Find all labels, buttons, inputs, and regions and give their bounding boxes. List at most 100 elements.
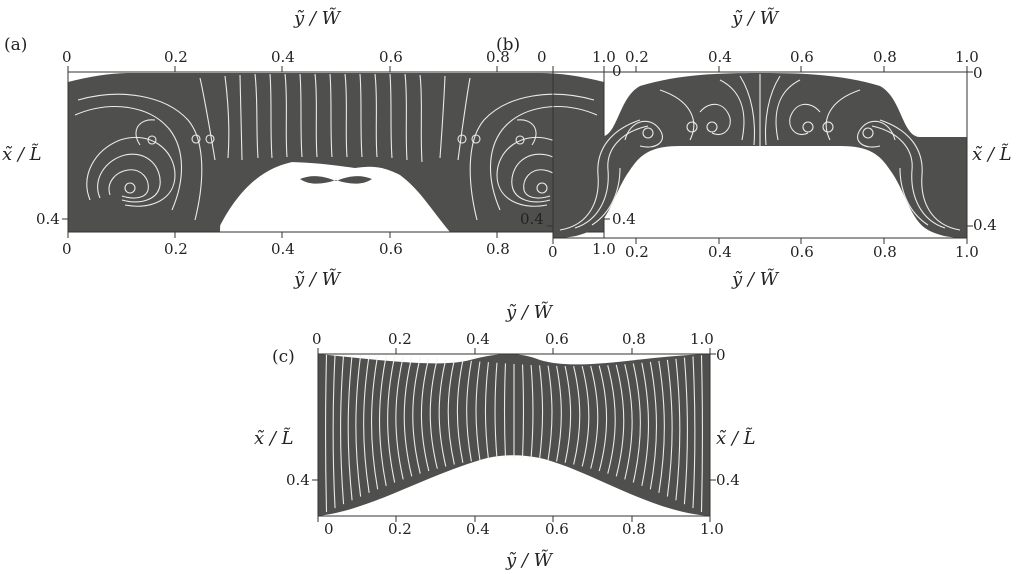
panel-b-tick-marks <box>547 66 973 244</box>
panel-c-streamline <box>378 355 387 486</box>
panel-c-streamline <box>420 357 430 472</box>
panel-c-streamline <box>539 365 544 460</box>
panel-c-streamline <box>347 354 353 501</box>
svg-text:0.6: 0.6 <box>379 48 403 66</box>
panel-c-left-tick-label: 0.4 <box>286 471 310 489</box>
panel-c-streamline <box>615 364 625 477</box>
svg-text:1.0: 1.0 <box>690 330 714 348</box>
svg-text:0.4: 0.4 <box>466 520 490 538</box>
panel-b-left-tick-label: 0.4 <box>520 210 544 228</box>
panel-b: (b) ỹ / W̃ ỹ / W̃ x̃ / L̃ 0 0.2 0.4 0.6 … <box>496 7 1012 290</box>
panel-b-bottom-axis-title: ỹ / W̃ <box>731 268 780 290</box>
panel-a-flow-domain <box>68 72 604 232</box>
svg-text:0.2: 0.2 <box>388 330 412 348</box>
panel-c-streamline <box>547 365 553 461</box>
panel-c-top-tick-labels: 0 0.2 0.4 0.6 0.8 1.0 <box>312 330 714 348</box>
svg-text:0.6: 0.6 <box>790 48 814 66</box>
panel-c-top-axis-title: ỹ / W̃ <box>505 301 554 323</box>
panel-a-top-axis-title: ỹ / W̃ <box>293 7 342 29</box>
panel-a-bottom-tick-labels: 0 0.2 0.4 0.6 0.8 1.0 <box>62 240 616 258</box>
panel-c-streamline <box>530 364 534 459</box>
panel-b-label: (b) <box>496 35 520 55</box>
svg-text:0.8: 0.8 <box>622 330 646 348</box>
panel-c-streamline <box>355 354 362 497</box>
panel-c-streamline <box>484 362 489 460</box>
panel-c-streamline <box>683 357 688 505</box>
panel-b-right-axis-title: x̃ / L̃ <box>972 143 1012 165</box>
panel-c-streamline <box>692 356 696 509</box>
svg-text:0: 0 <box>312 330 322 348</box>
panel-c-streamline <box>324 354 328 513</box>
svg-text:1.0: 1.0 <box>955 243 979 261</box>
panel-b-right-tick-label-1: 0.4 <box>973 216 997 234</box>
panel-c-label: (c) <box>272 347 295 367</box>
panel-b-streamlines <box>559 74 961 231</box>
panel-a-tick-marks <box>62 66 610 238</box>
panel-a-left-tick-label: 0.4 <box>36 210 60 228</box>
panel-c-streamline <box>475 361 481 461</box>
panel-c-left-axis-title: x̃ / L̃ <box>254 427 294 449</box>
panel-c-right-tick-label-1: 0.4 <box>716 471 740 489</box>
panel-c-streamline <box>607 365 616 474</box>
panel-c-bottom-tick-labels: 0 0.2 0.4 0.6 0.8 1.0 <box>324 520 724 538</box>
svg-text:1.0: 1.0 <box>592 240 616 258</box>
svg-text:0.4: 0.4 <box>271 48 295 66</box>
panel-a: (a) ỹ / W̃ ỹ / W̃ x̃ / L̃ 0 0.2 0.4 0.6 … <box>2 7 636 290</box>
svg-text:0: 0 <box>62 48 72 66</box>
panel-c-streamline <box>395 356 404 480</box>
panel-c-streamline <box>456 360 464 463</box>
panel-c-streamline <box>624 364 633 480</box>
panel-c-streamline <box>447 359 455 465</box>
panel-c-streamline <box>675 358 681 501</box>
panel-c-streamline <box>632 363 641 483</box>
panel-a-left-axis-title: x̃ / L̃ <box>2 143 42 165</box>
panel-a-island <box>300 176 372 184</box>
panel-c-streamline <box>649 361 658 490</box>
svg-text:0.2: 0.2 <box>164 48 188 66</box>
panel-c-streamline <box>332 354 336 509</box>
svg-text:1.0: 1.0 <box>592 48 616 66</box>
svg-text:1.0: 1.0 <box>955 48 979 66</box>
svg-text:0.2: 0.2 <box>388 520 412 538</box>
panel-c-streamline <box>641 362 650 486</box>
svg-text:0.6: 0.6 <box>545 330 569 348</box>
svg-text:0: 0 <box>62 240 72 258</box>
panel-a-streamlines <box>74 73 598 221</box>
panel-c-streamline <box>573 366 581 465</box>
svg-text:0.2: 0.2 <box>625 243 649 261</box>
panel-a-top-boundary <box>68 72 604 82</box>
panel-c-streamline <box>363 354 370 493</box>
panel-b-flow-domain <box>553 73 967 238</box>
panel-c-streamline <box>521 364 525 459</box>
panel-c-streamline <box>370 355 379 490</box>
panel-a-bottom-axis-title: ỹ / W̃ <box>293 268 342 290</box>
panel-c-streamline <box>466 360 472 462</box>
panel-c-streamline <box>503 363 507 459</box>
svg-text:0: 0 <box>537 48 547 66</box>
svg-text:0.8: 0.8 <box>486 48 510 66</box>
svg-text:0: 0 <box>324 520 334 538</box>
panel-b-right-tick-label-0: 0 <box>973 64 983 82</box>
panel-c-streamline <box>590 365 599 469</box>
panel-b-bottom-tick-labels: 0 0.2 0.4 0.6 0.8 1.0 <box>548 243 979 261</box>
svg-text:0.2: 0.2 <box>625 48 649 66</box>
panel-c-streamline <box>564 365 572 463</box>
panel-c-streamline <box>556 365 562 462</box>
panel-c-right-tick-label-0: 0 <box>716 346 726 364</box>
panel-c-streamline <box>438 358 447 467</box>
svg-text:0.4: 0.4 <box>708 48 732 66</box>
panel-c-tick-marks <box>312 348 716 522</box>
svg-text:0.6: 0.6 <box>545 520 569 538</box>
panel-c-streamline <box>403 356 413 477</box>
panel-c-streamline <box>598 365 608 472</box>
panel-a-right-tick-label-0: 0 <box>612 62 622 80</box>
svg-text:0.8: 0.8 <box>622 520 646 538</box>
svg-text:0.4: 0.4 <box>271 240 295 258</box>
panel-c-streamline <box>494 362 498 459</box>
panel-b-top-axis-title: ỹ / W̃ <box>731 7 780 29</box>
panel-c-streamline <box>658 360 665 493</box>
svg-text:1.0: 1.0 <box>700 520 724 538</box>
panel-a-top-tick-labels: 0 0.2 0.4 0.6 0.8 1.0 <box>62 48 616 66</box>
panel-a-label: (a) <box>4 35 27 55</box>
